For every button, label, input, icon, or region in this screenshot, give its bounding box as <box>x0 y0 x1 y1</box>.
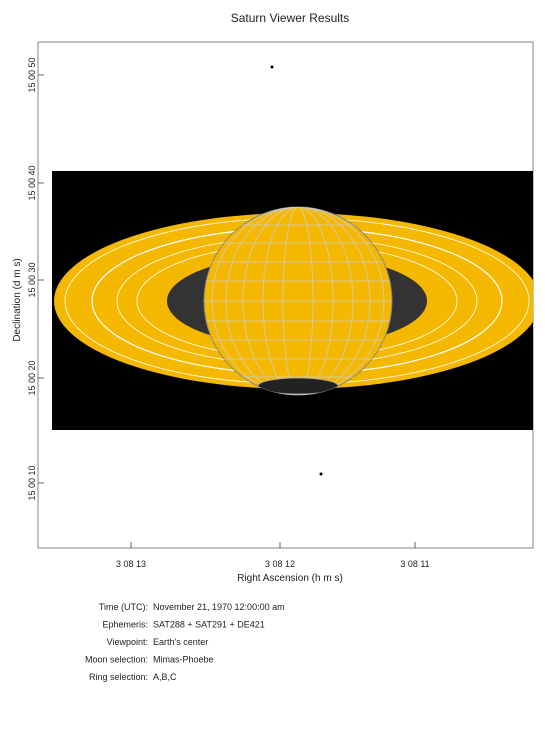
x-tick-label: 3 08 12 <box>265 559 295 569</box>
detail-label: Moon selection: <box>85 655 148 665</box>
x-tick-label: 3 08 11 <box>400 559 429 569</box>
x-tick-label: 3 08 13 <box>116 559 146 569</box>
y-tick-label: 15 00 30 <box>27 262 37 297</box>
moon <box>271 66 274 69</box>
detail-value: A,B,C <box>153 672 177 682</box>
y-tick-label: 15 00 20 <box>27 360 37 395</box>
x-axis-label: Right Ascension (h m s) <box>237 573 343 584</box>
detail-label: Time (UTC): <box>99 602 148 612</box>
title: Saturn Viewer Results <box>231 11 350 25</box>
y-axis-label: Declination (d m s) <box>12 258 23 341</box>
detail-label: Ephemeris: <box>102 620 148 630</box>
page: Saturn Viewer Results 15 00 50 15 00 40 15… <box>0 0 545 725</box>
detail-value: November 21, 1970 12:00:00 am <box>153 602 285 612</box>
y-tick-label: 15 00 40 <box>27 165 37 200</box>
moon <box>320 473 323 476</box>
detail-label: Ring selection: <box>89 672 148 682</box>
detail-label: Viewpoint: <box>107 637 148 647</box>
detail-value: Mimas-Phoebe <box>153 655 214 665</box>
detail-value: SAT288 + SAT291 + DE421 <box>153 620 265 630</box>
y-tick-label: 15 00 10 <box>27 465 37 500</box>
y-tick-label: 15 00 50 <box>27 57 37 92</box>
detail-value: Earth's center <box>153 637 208 647</box>
